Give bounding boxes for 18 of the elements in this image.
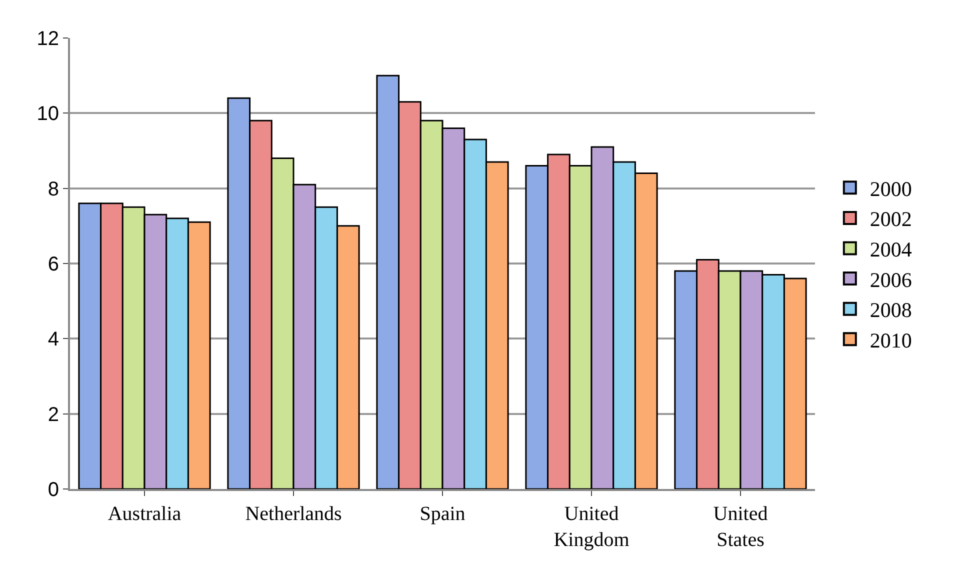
legend-label: 2010	[870, 328, 912, 352]
x-tick-label: Australia	[108, 503, 182, 525]
y-tick-label: 12	[36, 28, 59, 50]
x-tick-label: United Kingdom	[554, 503, 630, 551]
legend-label: 2006	[870, 268, 912, 292]
legend-label: 2008	[870, 298, 912, 322]
legend-label: 2000	[870, 176, 912, 201]
y-tick-label: 2	[48, 404, 59, 426]
legend-label: 2004	[870, 237, 912, 262]
x-tick-label: Spain	[420, 503, 466, 525]
y-tick-label: 4	[48, 328, 59, 351]
x-tick-label: Netherlands	[245, 503, 342, 525]
y-tick-label: 0	[48, 479, 59, 501]
y-tick-label: 8	[48, 178, 59, 200]
y-tick-label: 10	[36, 103, 59, 126]
x-tick-label: United States	[713, 503, 768, 551]
y-tick-label: 6	[48, 254, 59, 276]
legend-label: 2002	[870, 207, 912, 232]
